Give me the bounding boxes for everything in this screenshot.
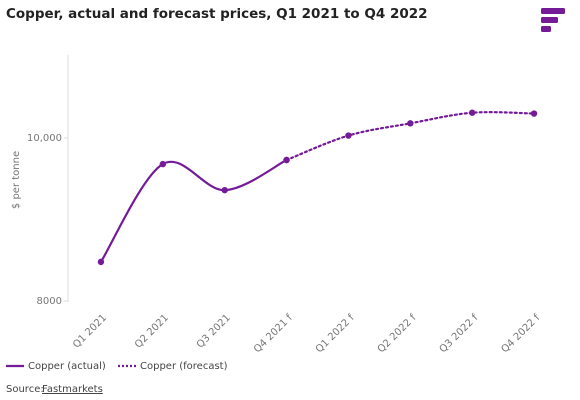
data-point <box>159 160 167 168</box>
source-link[interactable]: Fastmarkets <box>42 384 103 395</box>
data-point <box>97 258 105 266</box>
x-tick-label: Q1 2022 f <box>314 312 357 355</box>
legend-label: Copper (forecast) <box>140 361 228 372</box>
x-tick-label: Q3 2022 f <box>438 312 481 355</box>
logo <box>541 8 565 32</box>
data-point <box>345 132 352 139</box>
series-line <box>99 158 288 263</box>
series-line <box>285 111 536 162</box>
data-point <box>221 186 228 194</box>
data-point <box>407 120 414 127</box>
x-tick-label: Q2 2021 <box>133 312 171 350</box>
data-point <box>283 156 290 164</box>
y-tick-label: 10,000 <box>27 133 62 144</box>
data-point <box>530 110 538 117</box>
x-tick-label: Q4 2022 f <box>499 312 542 355</box>
legend-label: Copper (actual) <box>28 361 106 372</box>
chart-title: Copper, actual and forecast prices, Q1 2… <box>6 6 428 22</box>
y-tick-label: 8000 <box>37 296 62 307</box>
y-axis-label: $ per tonne <box>11 151 22 209</box>
x-tick-label: Q3 2021 <box>195 312 233 350</box>
x-tick-label: Q2 2022 f <box>376 312 419 355</box>
source-label: Source: <box>6 384 44 395</box>
x-tick-label: Q4 2021 f <box>252 312 295 355</box>
x-tick-label: Q1 2021 <box>71 312 109 350</box>
data-point <box>468 109 476 116</box>
